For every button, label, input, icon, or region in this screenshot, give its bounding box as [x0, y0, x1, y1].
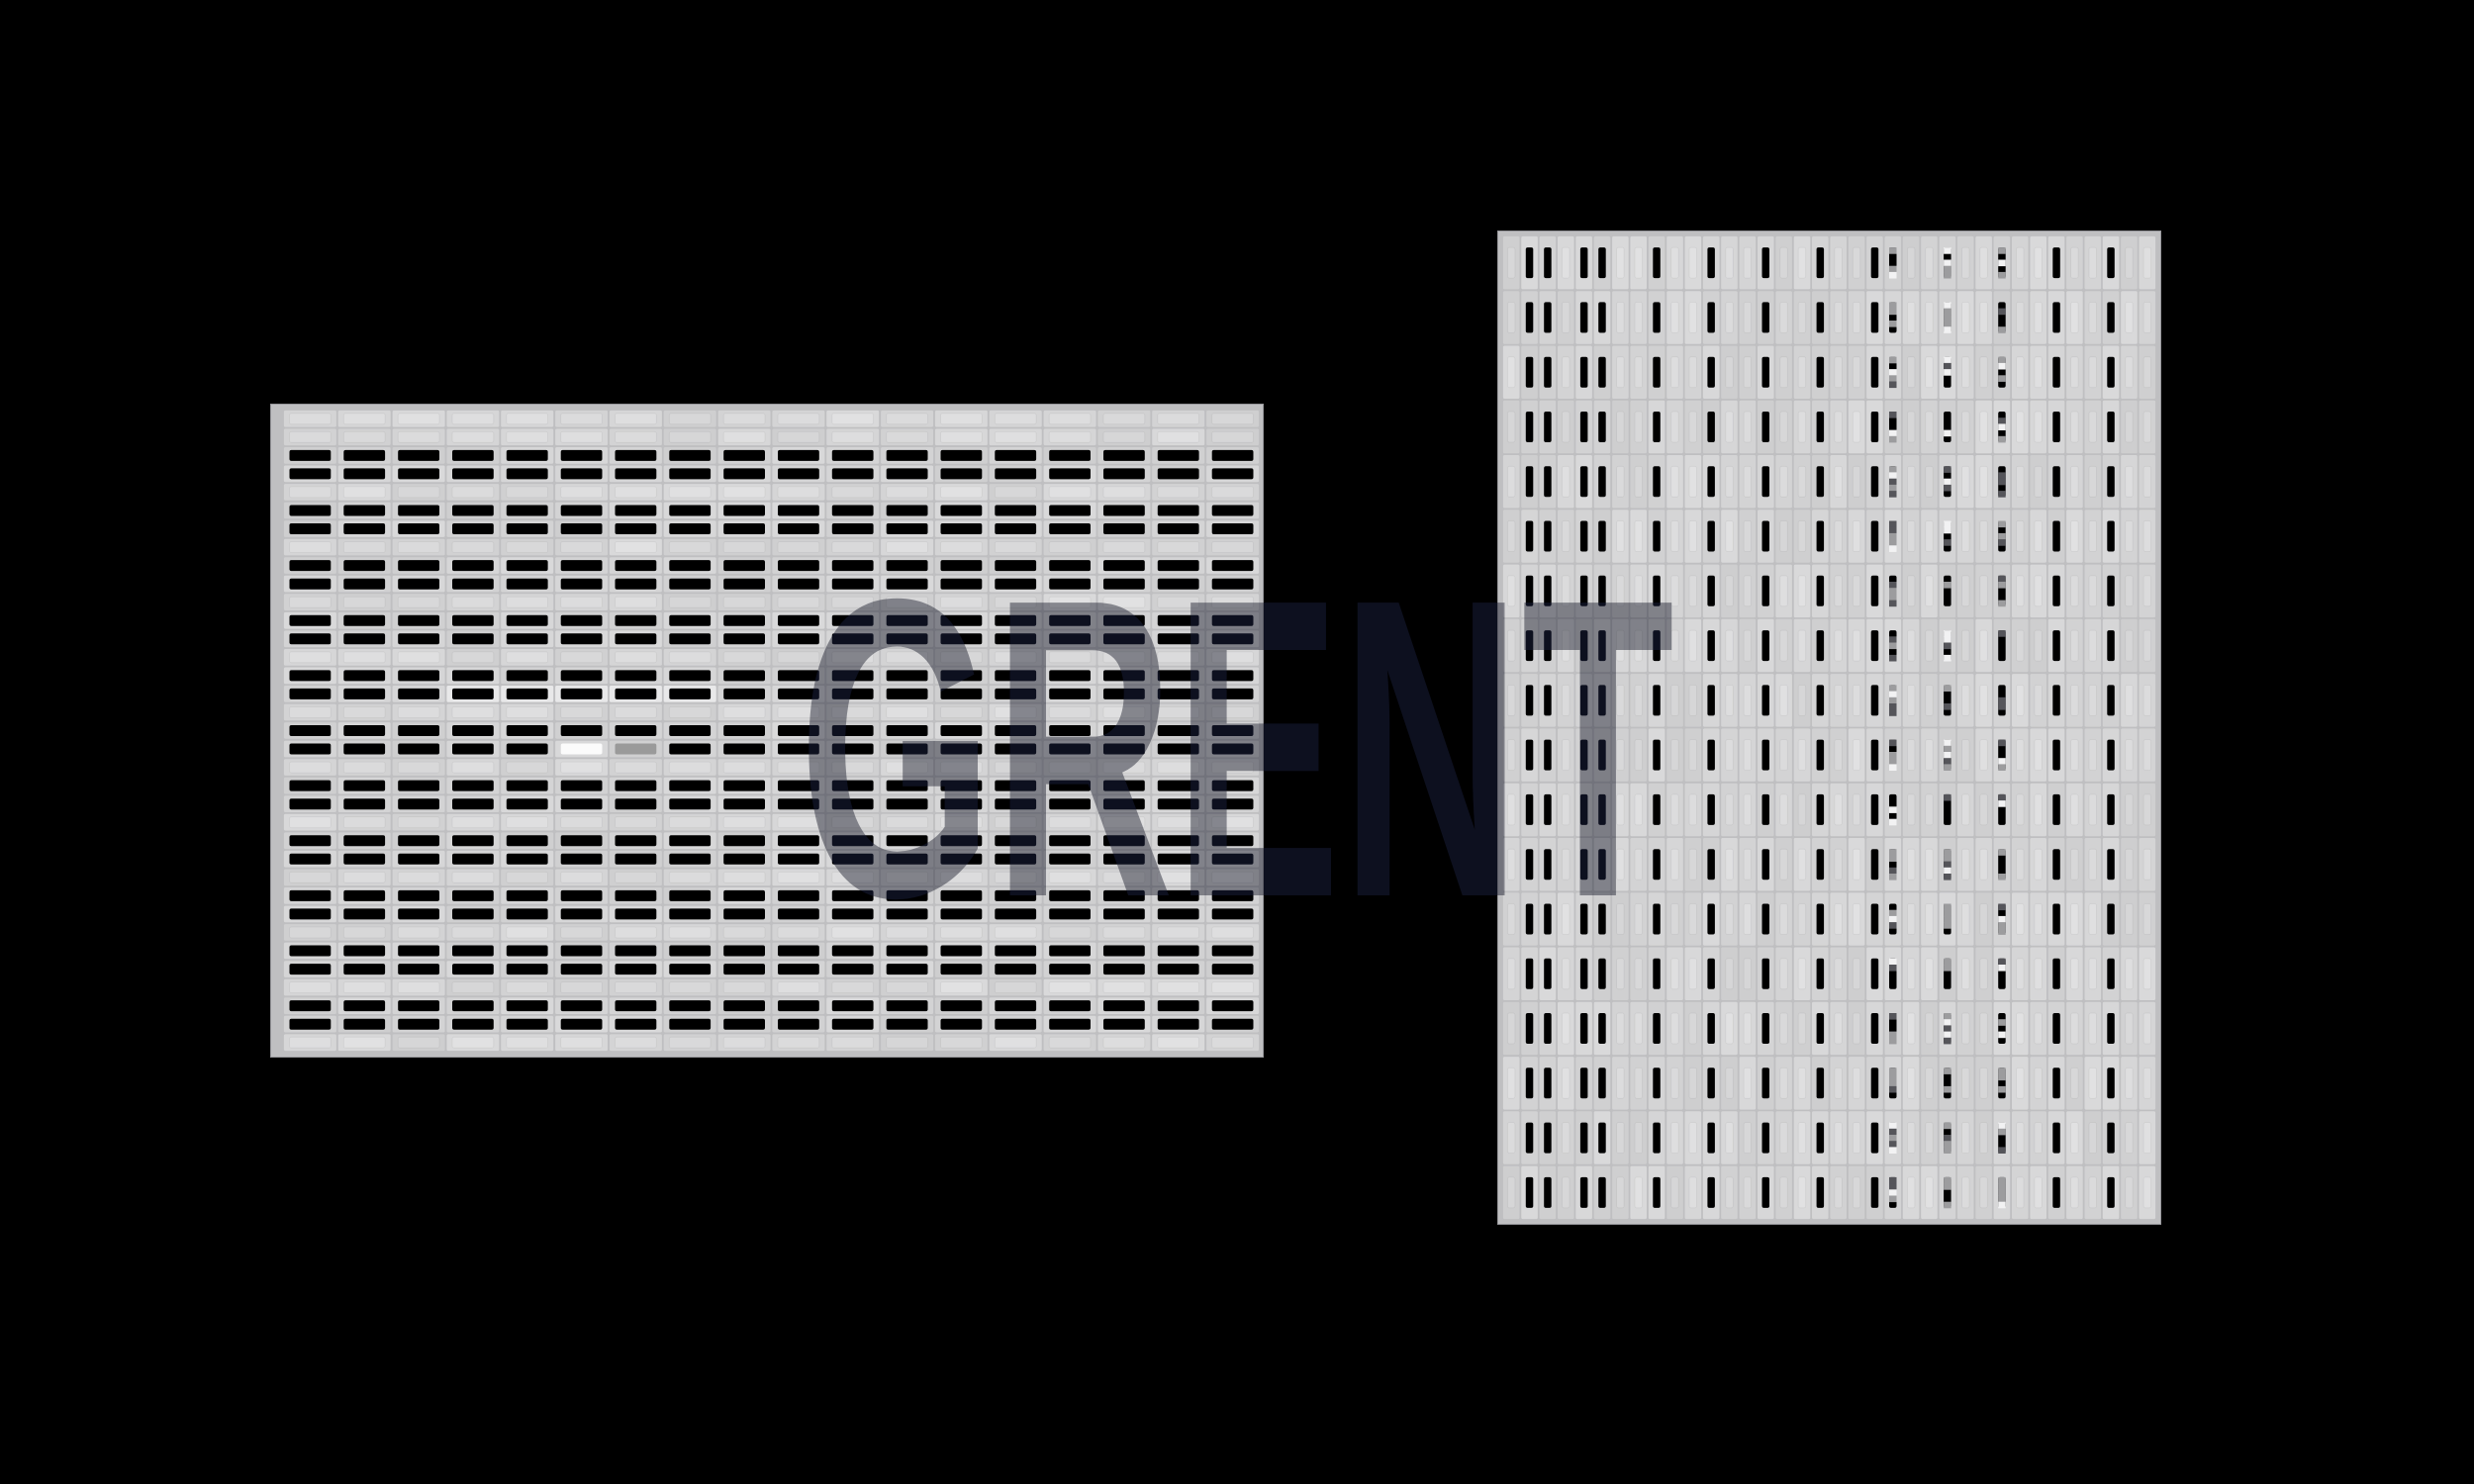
horizontal-slot-grate-svg [270, 404, 1264, 1058]
right-grate-panel [1497, 231, 2161, 1225]
watermark-text-shadow: GRENT [799, 511, 1674, 986]
vertical-slot-grate-svg [1497, 231, 2161, 1225]
left-grate-panel [270, 404, 1264, 1058]
